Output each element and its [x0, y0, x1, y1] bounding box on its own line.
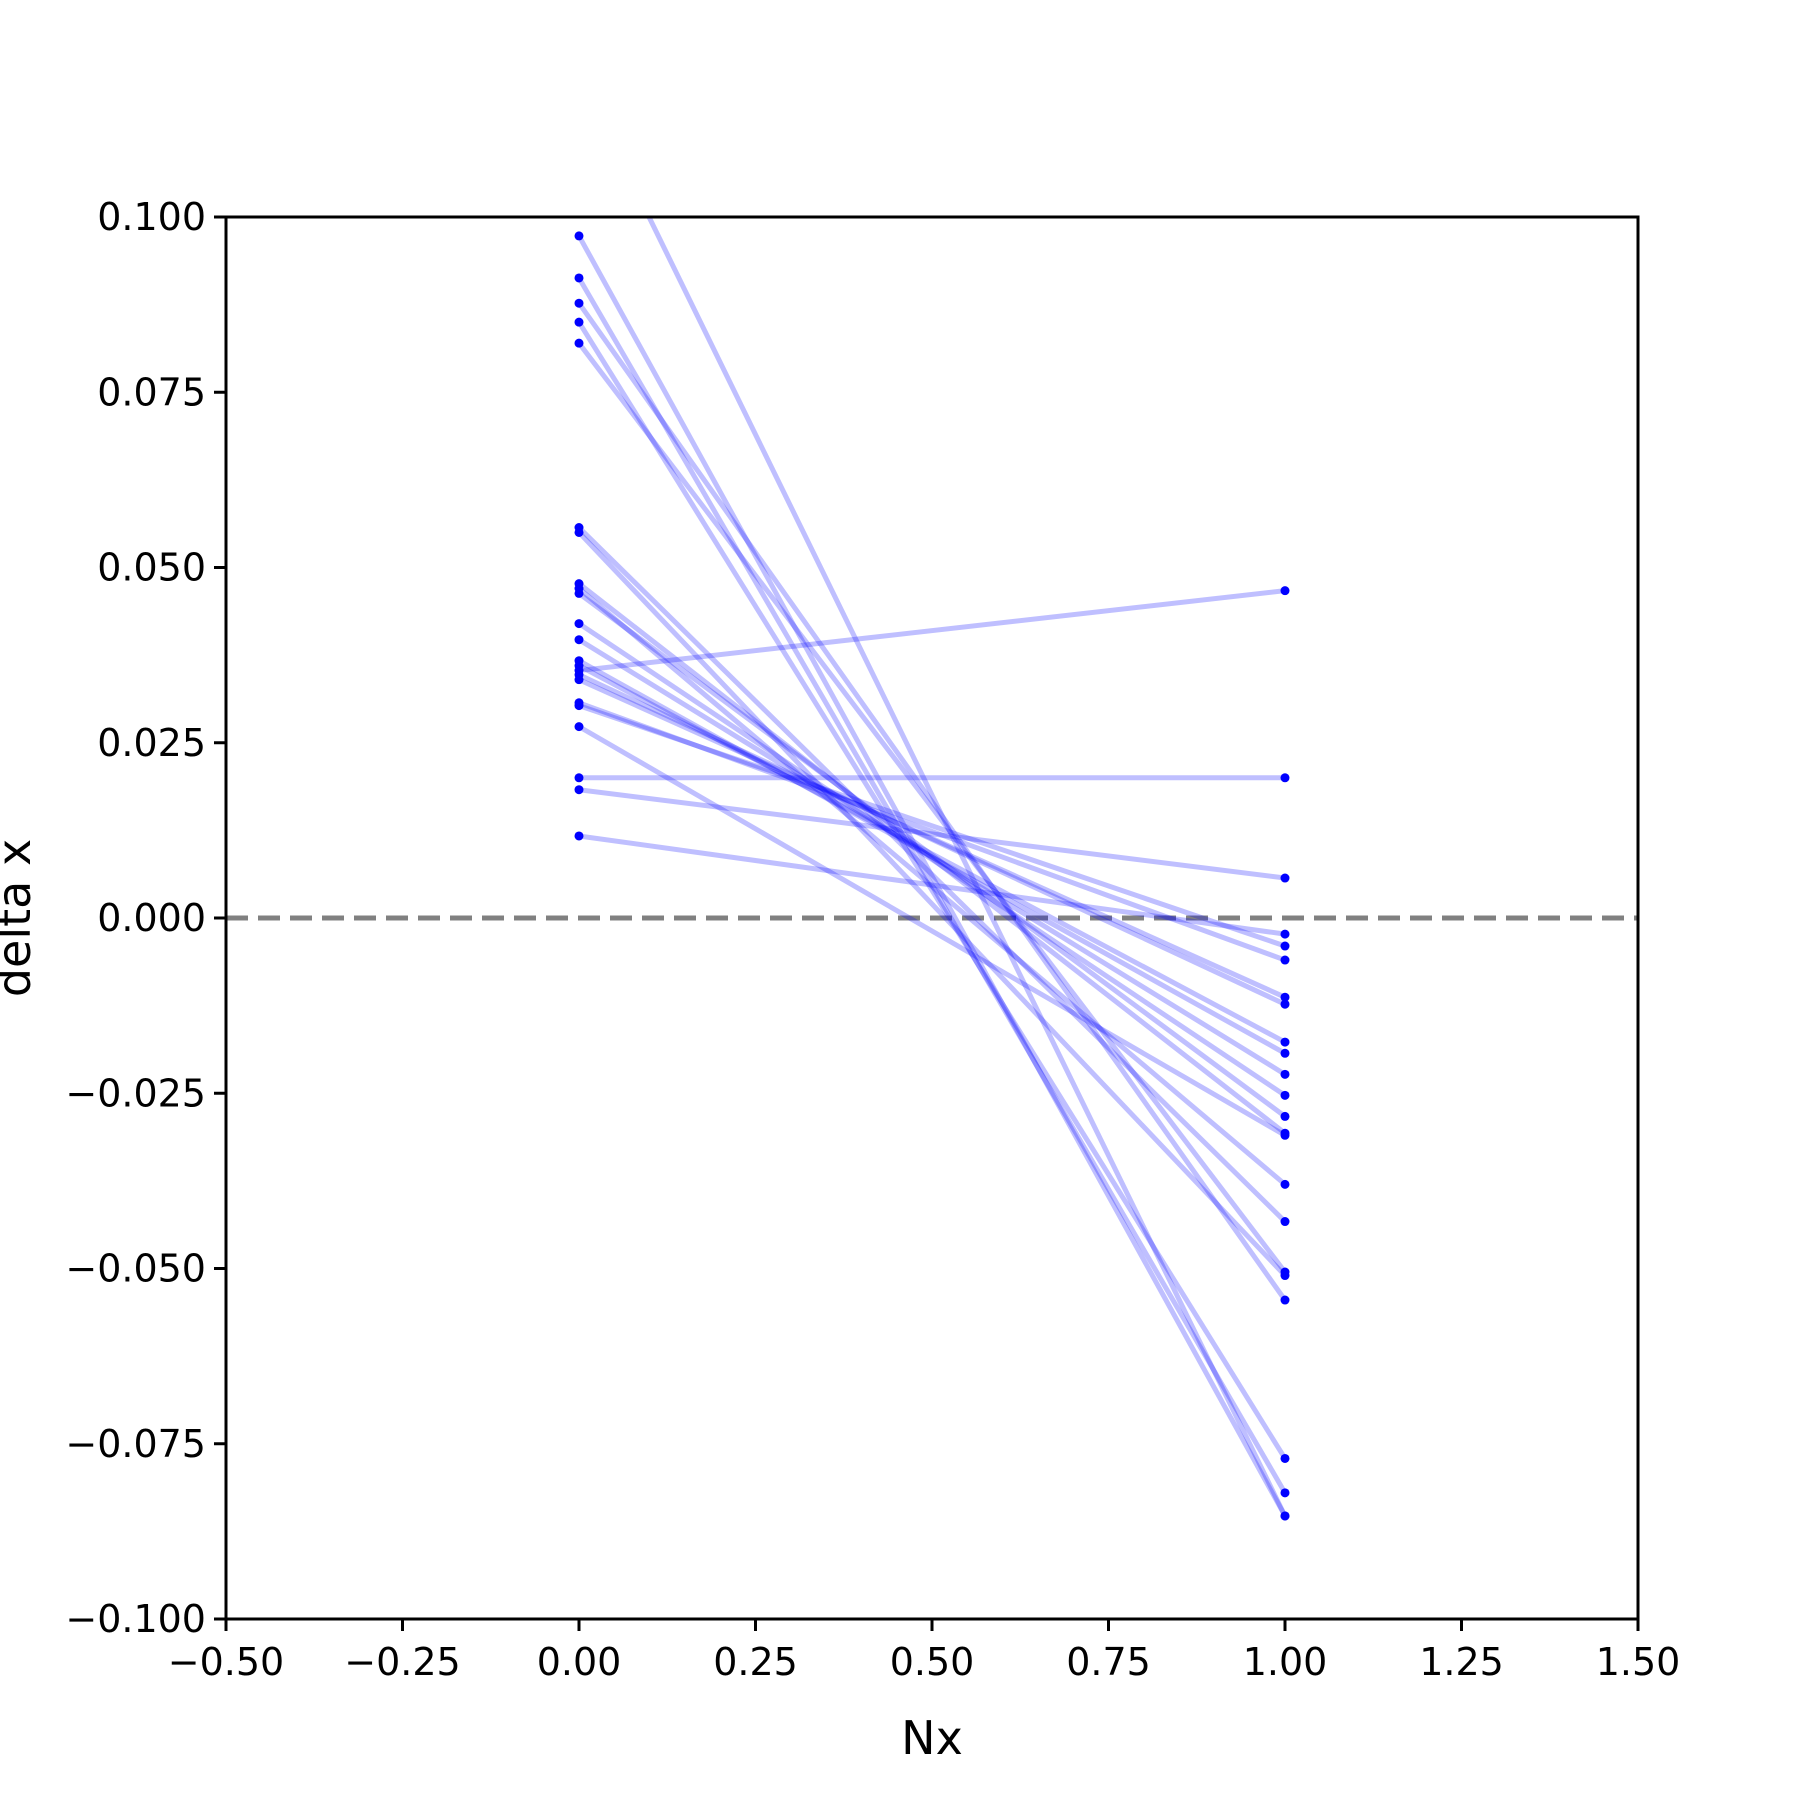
- y-tick-label: 0.075: [97, 370, 206, 414]
- series-line: [577, 658, 1287, 1056]
- series-line: [646, 217, 1288, 1518]
- data-point: [574, 785, 584, 795]
- data-point: [574, 722, 584, 732]
- series-line: [577, 677, 1287, 1000]
- y-tick-label: −0.100: [65, 1597, 206, 1641]
- data-point: [1280, 992, 1290, 1002]
- data-point: [1280, 1048, 1290, 1058]
- series-line: [577, 663, 1287, 1045]
- data-point: [1280, 1179, 1290, 1189]
- series-line: [576, 301, 1288, 1302]
- data-point: [575, 69, 584, 78]
- x-tick-label: 0.50: [890, 1640, 975, 1684]
- data-point: [1280, 873, 1290, 883]
- data-point: [1280, 1069, 1290, 1079]
- series-line: [576, 276, 1288, 1495]
- data-point: [1280, 955, 1290, 965]
- series-line: [577, 591, 1287, 1119]
- series-line: [577, 581, 1287, 1136]
- x-axis-label: Nx: [901, 1711, 963, 1765]
- series-line: [577, 672, 1287, 1007]
- data-point: [574, 773, 584, 783]
- data-point: [574, 317, 584, 327]
- series-line: [577, 341, 1287, 1274]
- y-tick-label: −0.075: [65, 1422, 206, 1466]
- data-point: [1280, 1111, 1290, 1121]
- series-line: [578, 833, 1286, 937]
- y-tick-label: −0.025: [65, 1071, 206, 1115]
- data-point: [574, 701, 584, 711]
- data-point: [574, 231, 584, 241]
- data-point: [1280, 586, 1290, 596]
- series-line: [577, 724, 1287, 1138]
- x-tick-label: 0.00: [537, 1640, 622, 1684]
- y-tick-label: 0.050: [97, 546, 206, 590]
- series-line: [576, 320, 1288, 1460]
- series-line: [576, 234, 1288, 1518]
- data-point: [574, 338, 584, 348]
- data-point: [574, 675, 584, 685]
- data-point: [1280, 1511, 1290, 1521]
- data-point: [1280, 929, 1290, 939]
- x-tick-label: 1.50: [1596, 1640, 1681, 1684]
- series-line: [578, 700, 1286, 963]
- series-line: [578, 703, 1286, 949]
- data-point: [1280, 999, 1290, 1009]
- x-tick-label: 0.25: [713, 1640, 798, 1684]
- data-point: [1280, 773, 1290, 783]
- y-tick-label: 0.025: [97, 721, 206, 765]
- x-tick-label: −0.25: [344, 1640, 460, 1684]
- data-point: [1280, 1271, 1290, 1281]
- data-point: [574, 619, 584, 629]
- data-point: [1280, 1295, 1290, 1305]
- data-point: [1280, 941, 1290, 951]
- data-point: [574, 298, 584, 308]
- data-point: [574, 273, 584, 283]
- data-point: [1280, 1037, 1290, 1047]
- data-point: [574, 831, 584, 841]
- data-point: [1280, 1130, 1290, 1140]
- x-tick-label: 1.00: [1243, 1640, 1328, 1684]
- data-point: [1280, 1488, 1290, 1498]
- series-line: [577, 530, 1287, 1278]
- y-tick-label: 0.000: [97, 896, 206, 940]
- data-point: [574, 635, 584, 645]
- series-line: [578, 588, 1286, 674]
- data-point: [574, 588, 584, 598]
- data-point: [1280, 1090, 1290, 1100]
- data-point: [1280, 1453, 1290, 1463]
- y-tick-label: 0.100: [97, 195, 206, 239]
- series-line: [577, 621, 1287, 1098]
- data-point: [574, 527, 584, 537]
- y-axis-label: delta x: [0, 839, 41, 997]
- x-tick-label: −0.50: [168, 1640, 284, 1684]
- y-tick-label: −0.050: [65, 1247, 206, 1291]
- x-tick-label: 0.75: [1066, 1640, 1151, 1684]
- series-line: [578, 787, 1286, 881]
- series-line: [577, 586, 1287, 1187]
- series-line: [577, 525, 1287, 1224]
- series-line: [577, 637, 1287, 1077]
- x-tick-label: 1.25: [1419, 1640, 1504, 1684]
- data-point: [1280, 1217, 1290, 1227]
